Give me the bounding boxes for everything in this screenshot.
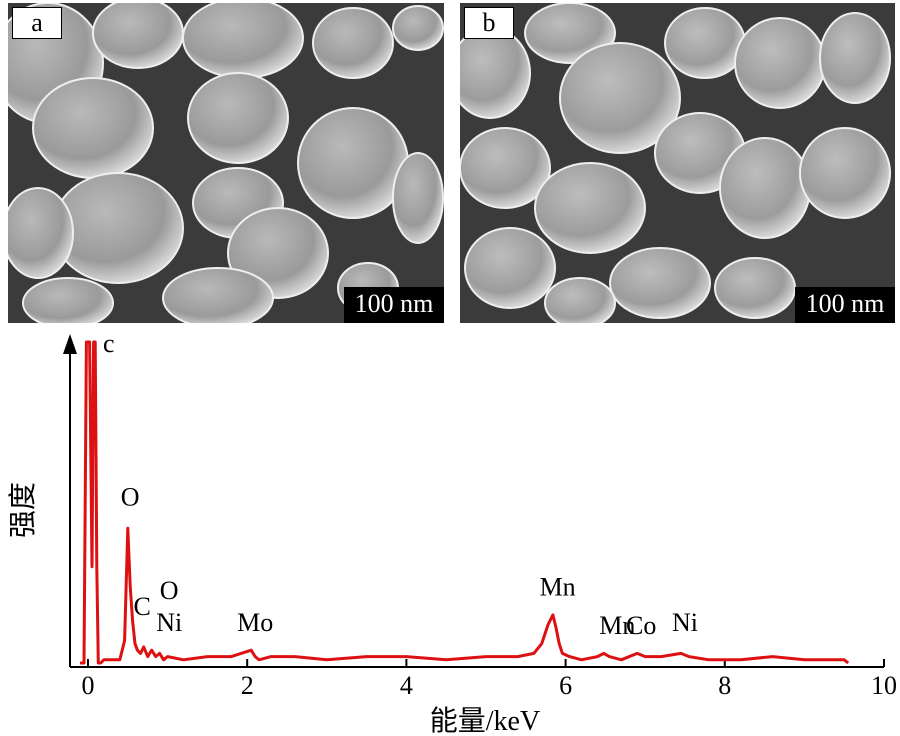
scale-bar-label-a: 100 nm <box>344 287 444 323</box>
scale-bar-label-b: 100 nm <box>795 287 895 323</box>
x-tick-label: 4 <box>400 671 413 700</box>
peak-label: Co <box>626 611 656 640</box>
x-axis-ticks: 0 2 4 6 8 10 <box>82 659 897 700</box>
panel-label-a: a <box>12 7 62 39</box>
panel-label-c: c <box>103 330 115 358</box>
panel-label-b: b <box>464 7 514 39</box>
peak-label: Mn <box>599 611 635 640</box>
y-axis-label: 强度 <box>7 482 39 538</box>
sem-image-b: b 100 nm <box>460 3 895 323</box>
x-tick-label: 10 <box>871 671 897 700</box>
peak-label: O <box>121 483 140 512</box>
sem-image-a: a 100 nm <box>8 3 444 323</box>
peak-label: Mn <box>540 573 576 602</box>
x-tick-label: 2 <box>241 671 254 700</box>
spectrum-series <box>80 340 850 665</box>
peak-label: Ni <box>156 608 182 637</box>
y-axis-arrow-icon <box>63 334 77 354</box>
x-axis-label: 能量/keV <box>430 705 540 736</box>
sem-particles-b <box>460 3 891 323</box>
peak-label: O <box>160 576 179 605</box>
peak-label: C <box>133 592 150 621</box>
x-tick-label: 8 <box>718 671 731 700</box>
sem-particles-a <box>8 3 444 323</box>
peak-label: Ni <box>672 608 698 637</box>
x-tick-label: 6 <box>559 671 572 700</box>
x-tick-label: 0 <box>82 671 95 700</box>
spectrum-line <box>80 340 850 665</box>
peak-label: Mo <box>237 608 273 637</box>
